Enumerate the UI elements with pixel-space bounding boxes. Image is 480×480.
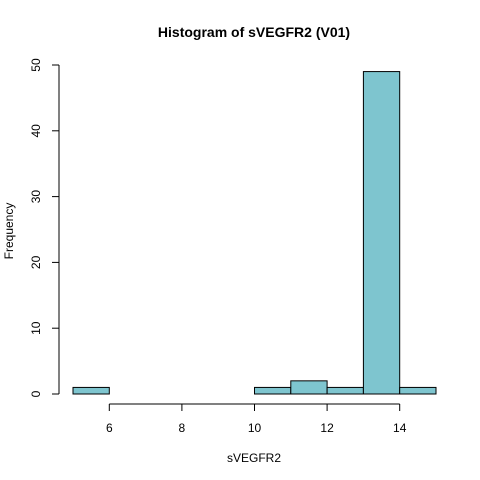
chart-title: Histogram of sVEGFR2 (V01) (158, 24, 350, 40)
x-tick-label: 10 (248, 421, 262, 435)
y-axis-label: Frequency (2, 203, 16, 260)
x-axis: 6 8 10 12 14 (106, 403, 407, 435)
x-tick-label: 8 (179, 421, 186, 435)
x-tick-label: 12 (320, 421, 334, 435)
x-tick-label: 6 (106, 421, 113, 435)
histogram-bar (290, 380, 328, 395)
x-tick-label: 14 (393, 421, 407, 435)
y-axis: 0 10 20 30 40 50 (29, 58, 60, 397)
bars-group (72, 71, 437, 395)
y-tick-label: 20 (29, 255, 43, 269)
y-tick-label: 40 (29, 124, 43, 138)
y-tick-label: 10 (29, 321, 43, 335)
histogram-bar (254, 386, 292, 395)
histogram-bar (326, 386, 364, 395)
histogram-bar (362, 71, 401, 395)
histogram-bar (72, 386, 110, 395)
y-tick-label: 50 (29, 58, 43, 72)
histogram-bar (399, 386, 437, 395)
x-axis-label: sVEGFR2 (227, 451, 281, 465)
y-tick-label: 30 (29, 190, 43, 204)
y-tick-label: 0 (29, 390, 43, 397)
